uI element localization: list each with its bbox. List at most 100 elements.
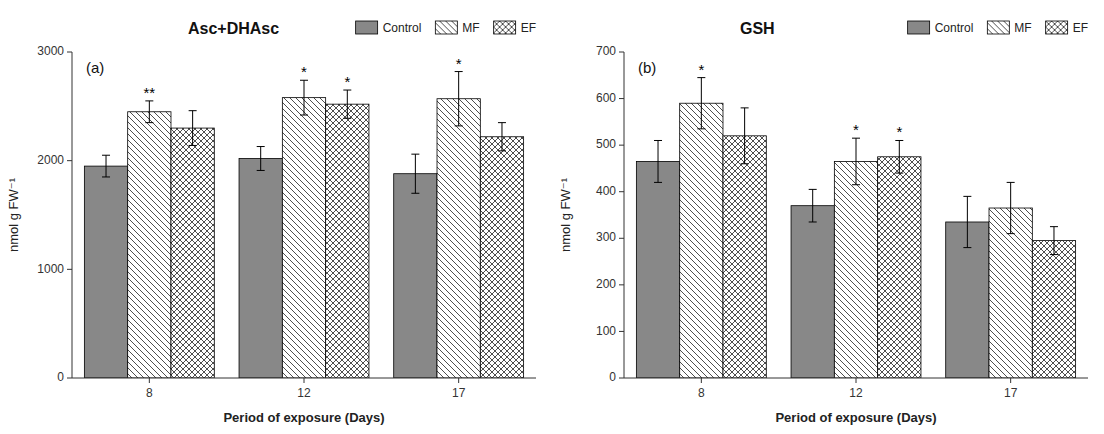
y-axis: [624, 52, 625, 378]
y-tick: [67, 160, 72, 161]
error-bar: [852, 138, 860, 185]
error-cap: [145, 122, 153, 123]
bar: [834, 161, 877, 378]
error-cap: [1007, 182, 1015, 183]
error-bar: [809, 189, 817, 222]
error-line: [415, 154, 416, 193]
significance-label: *: [896, 123, 902, 140]
x-tick: [458, 378, 459, 383]
legend-swatch: [1046, 21, 1068, 34]
legend-swatch: [908, 21, 930, 34]
error-line: [701, 78, 702, 129]
x-tick: [701, 378, 702, 383]
error-cap: [741, 163, 749, 164]
error-cap: [102, 155, 110, 156]
error-bar: [741, 108, 749, 164]
x-tick-label: 17: [1004, 386, 1018, 400]
bar: [480, 137, 523, 378]
x-tick-label: 8: [146, 386, 153, 400]
error-line: [106, 155, 107, 177]
x-axis-label: Period of exposure (Days): [223, 410, 384, 425]
error-line: [149, 101, 150, 123]
legend-swatch: [494, 21, 516, 34]
x-tick-label: 12: [849, 386, 863, 400]
y-tick-label: 0: [57, 370, 64, 384]
chart-root: 010002000300081217*****Period of exposur…: [0, 0, 1104, 434]
error-line: [1010, 182, 1011, 233]
title: Asc+DHAsc: [188, 20, 279, 37]
bars: [84, 72, 523, 378]
y-axis: [72, 52, 73, 378]
legend-swatch: [435, 21, 457, 34]
error-cap: [741, 107, 749, 108]
panel: 010002000300081217*****Period of exposur…: [6, 20, 536, 425]
significance-label: *: [301, 63, 307, 80]
error-line: [501, 123, 502, 151]
bar: [437, 99, 480, 378]
error-line: [812, 189, 813, 222]
error-cap: [895, 173, 903, 174]
error-line: [744, 108, 745, 164]
bar: [878, 157, 921, 378]
error-line: [458, 72, 459, 126]
panel-label: (b): [638, 59, 656, 76]
error-bar: [1050, 227, 1058, 255]
y-tick: [619, 331, 624, 332]
legend: ControlMFEF: [356, 21, 536, 35]
significance-label: *: [456, 55, 462, 72]
title: GSH: [740, 20, 775, 37]
error-line: [347, 90, 348, 118]
y-tick-label: 3000: [37, 44, 64, 58]
y-tick: [619, 191, 624, 192]
error-cap: [102, 176, 110, 177]
y-tick-label: 2000: [37, 153, 64, 167]
y-tick: [67, 269, 72, 270]
error-cap: [654, 140, 662, 141]
error-cap: [257, 170, 265, 171]
x-tick-label: 8: [698, 386, 705, 400]
y-tick-label: 500: [596, 137, 616, 151]
bar: [636, 161, 679, 378]
bar: [326, 104, 369, 378]
legend: ControlMFEF: [908, 21, 1088, 35]
bar: [791, 206, 834, 378]
legend-label: EF: [521, 21, 536, 35]
error-cap: [697, 128, 705, 129]
error-cap: [300, 115, 308, 116]
significance-label: *: [698, 61, 704, 78]
significance-label: *: [344, 73, 350, 90]
error-bar: [895, 140, 903, 173]
error-cap: [189, 145, 197, 146]
bar: [282, 98, 325, 378]
bar: [1032, 241, 1075, 378]
significance-label: *: [853, 121, 859, 138]
error-bar: [455, 72, 463, 126]
y-tick-label: 700: [596, 44, 616, 58]
y-tick: [619, 52, 624, 53]
bar: [171, 128, 214, 378]
y-tick-label: 200: [596, 277, 616, 291]
y-axis-label: nmol g FW⁻¹: [6, 177, 21, 252]
y-tick-label: 0: [609, 370, 616, 384]
legend-label: MF: [462, 21, 479, 35]
error-bar: [189, 111, 197, 146]
bar: [394, 174, 437, 378]
error-bar: [654, 140, 662, 182]
x-tick: [1010, 378, 1011, 383]
error-cap: [455, 125, 463, 126]
y-tick-label: 400: [596, 184, 616, 198]
legend-swatch: [987, 21, 1009, 34]
error-bar: [697, 78, 705, 129]
bars: [636, 78, 1075, 378]
y-axis-label: nmol g FW⁻¹: [558, 177, 573, 252]
error-line: [260, 147, 261, 171]
error-cap: [1050, 226, 1058, 227]
error-bar: [102, 155, 110, 177]
x-tick: [856, 378, 857, 383]
x-tick: [304, 378, 305, 383]
y-tick: [619, 98, 624, 99]
error-cap: [809, 189, 817, 190]
error-cap: [343, 118, 351, 119]
legend-label: MF: [1014, 21, 1031, 35]
error-cap: [654, 182, 662, 183]
